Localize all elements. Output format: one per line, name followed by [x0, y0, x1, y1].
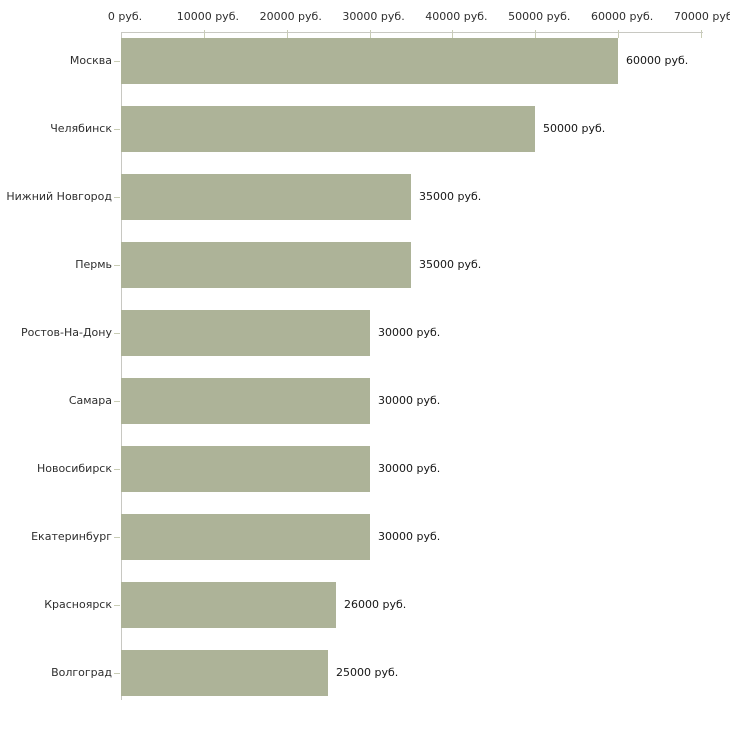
- bar: [121, 650, 328, 696]
- value-label: 30000 руб.: [378, 530, 441, 543]
- category-label: Нижний Новгород: [6, 190, 112, 203]
- x-tick-label: 30000 руб.: [342, 10, 405, 23]
- x-axis-line: [121, 32, 703, 33]
- category-tick: [114, 605, 120, 606]
- category-tick: [114, 265, 120, 266]
- value-label: 30000 руб.: [378, 394, 441, 407]
- value-label: 35000 руб.: [419, 190, 482, 203]
- value-label: 50000 руб.: [543, 122, 606, 135]
- y-axis-line: [121, 32, 122, 700]
- value-label: 60000 руб.: [626, 54, 689, 67]
- bar: [121, 310, 370, 356]
- category-label: Пермь: [75, 258, 112, 271]
- x-tick: [370, 30, 371, 38]
- value-label: 30000 руб.: [378, 462, 441, 475]
- x-tick: [204, 30, 205, 38]
- bar: [121, 174, 411, 220]
- x-tick-label: 50000 руб.: [508, 10, 571, 23]
- bar: [121, 378, 370, 424]
- category-label: Новосибирск: [36, 462, 112, 475]
- bar: [121, 582, 336, 628]
- x-tick-label: 0 руб.: [107, 10, 143, 23]
- value-label: 25000 руб.: [336, 666, 399, 679]
- category-label: Самара: [68, 394, 112, 407]
- x-tick: [452, 30, 453, 38]
- category-label: Волгоград: [51, 666, 112, 679]
- category-tick: [114, 333, 120, 334]
- category-tick: [114, 537, 120, 538]
- x-tick: [287, 30, 288, 38]
- category-tick: [114, 673, 120, 674]
- x-tick: [618, 30, 619, 38]
- category-tick: [114, 197, 120, 198]
- bar: [121, 38, 618, 84]
- value-label: 35000 руб.: [419, 258, 482, 271]
- bar: [121, 106, 535, 152]
- x-tick: [535, 30, 536, 38]
- category-label: Екатеринбург: [31, 530, 112, 543]
- x-tick-label: 60000 руб.: [591, 10, 654, 23]
- category-label: Челябинск: [50, 122, 112, 135]
- category-tick: [114, 61, 120, 62]
- category-label: Ростов-На-Дону: [20, 326, 112, 339]
- x-tick-label: 10000 руб.: [176, 10, 239, 23]
- category-tick: [114, 469, 120, 470]
- x-tick-label: 70000 руб.: [673, 10, 730, 23]
- category-label: Красноярск: [44, 598, 112, 611]
- bar: [121, 446, 370, 492]
- bar: [121, 514, 370, 560]
- x-tick: [701, 30, 702, 38]
- value-label: 30000 руб.: [378, 326, 441, 339]
- x-tick-label: 20000 руб.: [259, 10, 322, 23]
- category-label: Москва: [69, 54, 112, 67]
- x-tick-label: 40000 руб.: [425, 10, 488, 23]
- category-tick: [114, 401, 120, 402]
- value-label: 26000 руб.: [344, 598, 407, 611]
- category-tick: [114, 129, 120, 130]
- bar: [121, 242, 411, 288]
